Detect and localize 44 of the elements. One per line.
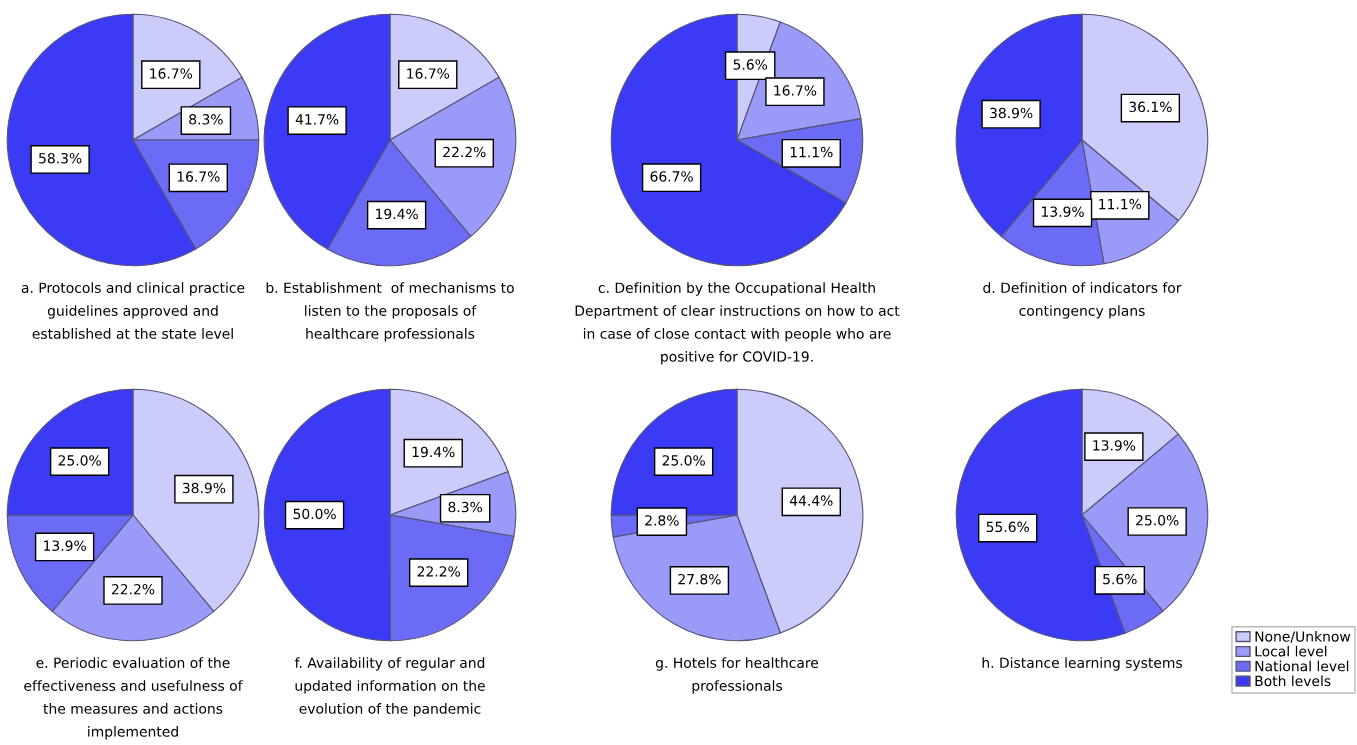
legend-label: National level [1255, 660, 1349, 672]
data-label: 50.0% [293, 508, 336, 520]
text: b. Establishment of mechanisms to listen to the proposals of healthcare professionals [266, 282, 514, 342]
data-label: 25.0% [1136, 515, 1179, 526]
data-label: 55.6% [986, 521, 1029, 533]
text: f. Availability of regular and updated information on the evolution of the pandemic [294, 657, 485, 717]
data-label: 5.6% [1103, 573, 1137, 585]
data-label: 2.8% [645, 515, 679, 526]
legend-label: None/Unknow [1255, 630, 1351, 643]
data-label: 66.7% [650, 171, 693, 182]
data-label: 11.1% [790, 146, 833, 158]
text: g. Hotels for healthcare professionals [655, 657, 819, 694]
text: a. Protocols and clinical practice guidelines approved and established at the state level [21, 282, 245, 339]
data-label: 41.7% [295, 114, 339, 125]
data-label: 13.9% [44, 540, 86, 551]
data-label: 38.9% [990, 107, 1033, 119]
data-label: 8.3% [189, 114, 223, 125]
data-label: 22.2% [417, 566, 460, 577]
text: d. Definition of indicators for contingency plans [983, 282, 1182, 319]
data-label: 11.1% [1099, 198, 1142, 210]
data-label: 27.8% [678, 573, 721, 585]
data-label: 38.9% [182, 482, 226, 494]
data-label: 25.0% [58, 455, 101, 466]
data-label: 44.4% [789, 495, 833, 506]
data-label: 16.7% [774, 85, 817, 96]
data-label: 19.4% [412, 446, 455, 458]
legend-label: Both levels [1255, 675, 1331, 687]
text: c. Definition by the Occupational Health Department of clear instructions on how to act in case of close contact with people who are positive for COVID-19. [575, 282, 900, 365]
data-label: 16.7% [407, 68, 450, 79]
data-label: 8.3% [448, 501, 483, 513]
data-label: 13.9% [1042, 206, 1084, 217]
data-label: 19.4% [376, 208, 418, 220]
data-label: 16.7% [177, 171, 220, 182]
data-label: 22.2% [111, 583, 155, 595]
data-label: 22.2% [443, 146, 486, 158]
data-label: 58.3% [39, 152, 82, 164]
text: h. Distance learning systems [982, 657, 1182, 671]
legend-label: Local level [1255, 645, 1327, 657]
data-label: 25.0% [662, 455, 705, 466]
text: e. Periodic evaluation of the effectiveness and usefulness of the measures and actions implemented [24, 657, 243, 740]
data-label: 16.7% [150, 68, 193, 79]
data-label: 5.6% [733, 59, 768, 70]
data-label: 13.9% [1093, 440, 1136, 451]
data-label: 36.1% [1129, 101, 1172, 113]
